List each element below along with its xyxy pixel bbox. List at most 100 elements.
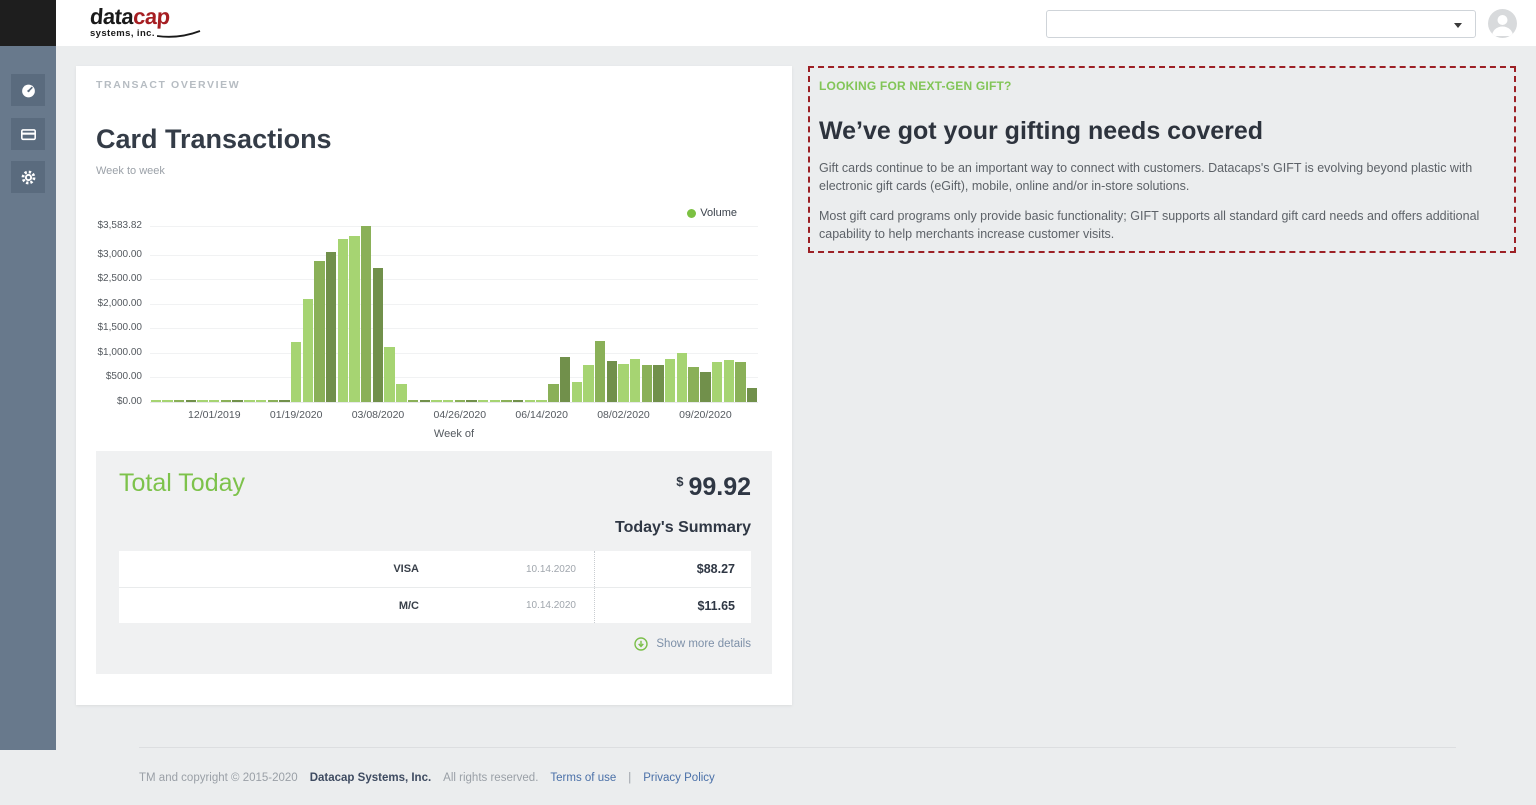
volume-bar[interactable]	[618, 363, 629, 402]
card-name: VISA	[393, 563, 419, 575]
page-title: Card Transactions	[96, 124, 332, 154]
table-row[interactable]: M/C 10.14.2020 $11.65	[119, 587, 751, 623]
promo-title: We’ve got your gifting needs covered	[819, 117, 1264, 145]
chevron-down-icon	[1454, 23, 1462, 28]
volume-bar[interactable]	[232, 400, 243, 402]
volume-bar[interactable]	[442, 400, 454, 402]
volume-bar[interactable]	[255, 400, 267, 402]
sidebar-nav	[0, 46, 56, 750]
volume-bar[interactable]	[629, 359, 641, 402]
volume-bar[interactable]	[407, 400, 419, 402]
credit-card-icon	[20, 128, 36, 140]
x-axis-tick-label: 03/08/2020	[351, 409, 405, 421]
summary-title: Today's Summary	[615, 519, 751, 536]
footer-copyright: TM and copyright © 2015-2020	[139, 772, 298, 784]
privacy-policy-link[interactable]: Privacy Policy	[643, 772, 715, 784]
volume-bar[interactable]	[477, 400, 489, 402]
volume-bar[interactable]	[197, 400, 208, 402]
datacap-logo: datacap systems, inc.	[89, 4, 201, 39]
volume-bar[interactable]	[372, 268, 384, 402]
dashboard-icon	[21, 84, 35, 97]
volume-bar[interactable]	[431, 400, 442, 402]
volume-bar[interactable]	[559, 356, 571, 402]
volume-bar[interactable]	[571, 381, 582, 402]
gridline	[150, 279, 758, 281]
volume-bar[interactable]	[746, 388, 758, 402]
volume-bar[interactable]	[396, 384, 407, 402]
volume-bar[interactable]	[220, 400, 232, 402]
volume-bar[interactable]	[290, 342, 302, 402]
volume-bar[interactable]	[185, 400, 197, 402]
volume-bar[interactable]	[361, 226, 372, 402]
header-dropdown[interactable]	[1046, 10, 1476, 38]
volume-bar[interactable]	[466, 400, 477, 402]
volume-chart: $0.00 $500.00 $1,000.00 $1,500.00 $2,000.00 $…	[96, 216, 772, 446]
volume-bar[interactable]	[723, 360, 734, 402]
gridline	[150, 377, 758, 379]
volume-bar[interactable]	[337, 239, 349, 402]
terms-of-use-link[interactable]: Terms of use	[550, 772, 617, 784]
volume-bar[interactable]	[314, 260, 325, 402]
promo-paragraph: Gift cards continue to be an important w…	[819, 161, 1473, 193]
volume-bar[interactable]	[735, 362, 746, 402]
footer-company-link[interactable]: Datacap Systems, Inc.	[309, 772, 432, 784]
volume-bar[interactable]	[653, 365, 664, 402]
volume-bar[interactable]	[150, 400, 161, 402]
volume-bar[interactable]	[676, 353, 688, 402]
x-axis-tick-label: 04/26/2020	[433, 409, 487, 421]
volume-bar[interactable]	[162, 400, 173, 402]
footer-separator: |	[628, 772, 632, 784]
total-today-title: Total Today	[119, 469, 246, 497]
volume-bar[interactable]	[279, 400, 290, 402]
volume-bar[interactable]	[688, 367, 699, 402]
volume-bar[interactable]	[513, 400, 524, 402]
volume-bar[interactable]	[325, 251, 337, 402]
volume-bar[interactable]	[524, 400, 536, 402]
volume-bar[interactable]	[349, 236, 360, 402]
logo-word-data: data	[89, 4, 135, 29]
volume-bar[interactable]	[489, 400, 501, 402]
volume-bar[interactable]	[594, 340, 606, 402]
volume-bar[interactable]	[501, 400, 512, 402]
volume-bar[interactable]	[700, 371, 711, 402]
volume-bar[interactable]	[302, 298, 313, 402]
volume-bar[interactable]	[665, 359, 676, 402]
volume-bar[interactable]	[267, 400, 278, 402]
volume-bar[interactable]	[606, 361, 617, 402]
gridline	[150, 328, 758, 330]
user-avatar[interactable]	[1488, 9, 1517, 38]
table-row[interactable]: VISA 10.14.2020 $88.27	[119, 551, 751, 587]
chart-legend: Volume	[687, 207, 737, 219]
currency-symbol: $	[676, 474, 684, 489]
logo-subtitle: systems, inc.	[90, 28, 155, 39]
gridline	[150, 254, 758, 256]
volume-bar[interactable]	[173, 400, 185, 402]
logo-word-cap: cap	[132, 4, 171, 29]
volume-bar[interactable]	[583, 364, 594, 402]
volume-bar[interactable]	[536, 400, 547, 402]
volume-bar[interactable]	[419, 400, 430, 402]
sidebar-item-payments[interactable]	[11, 118, 45, 150]
promo-paragraph: Most gift card programs only provide bas…	[819, 209, 1480, 241]
sidebar-item-dashboard[interactable]	[11, 74, 45, 106]
volume-bar[interactable]	[711, 362, 723, 402]
total-amount-value: 99.92	[688, 473, 751, 501]
sidebar-item-settings[interactable]	[11, 161, 45, 193]
y-axis-tick-label: $1,000.00	[97, 346, 143, 358]
y-axis-tick-label: $1,500.00	[97, 322, 143, 334]
gift-promo-panel: LOOKING FOR NEXT-GEN GIFT? We’ve got you…	[808, 66, 1516, 253]
y-axis-tick-label: $500.00	[105, 371, 142, 383]
volume-bar[interactable]	[641, 364, 653, 402]
volume-bar[interactable]	[244, 400, 255, 402]
footer-rights: All rights reserved.	[443, 772, 539, 784]
gridline	[150, 303, 758, 305]
logo-swoosh	[156, 29, 201, 38]
gear-icon	[21, 170, 35, 184]
volume-bar[interactable]	[209, 400, 220, 402]
volume-bar[interactable]	[384, 346, 395, 402]
volume-bar[interactable]	[548, 384, 559, 402]
volume-bar[interactable]	[454, 400, 465, 402]
x-axis-tick-label: 01/19/2020	[269, 409, 323, 421]
total-amount: $99.92	[676, 473, 751, 502]
show-more-details-link[interactable]: Show more details	[634, 637, 751, 651]
